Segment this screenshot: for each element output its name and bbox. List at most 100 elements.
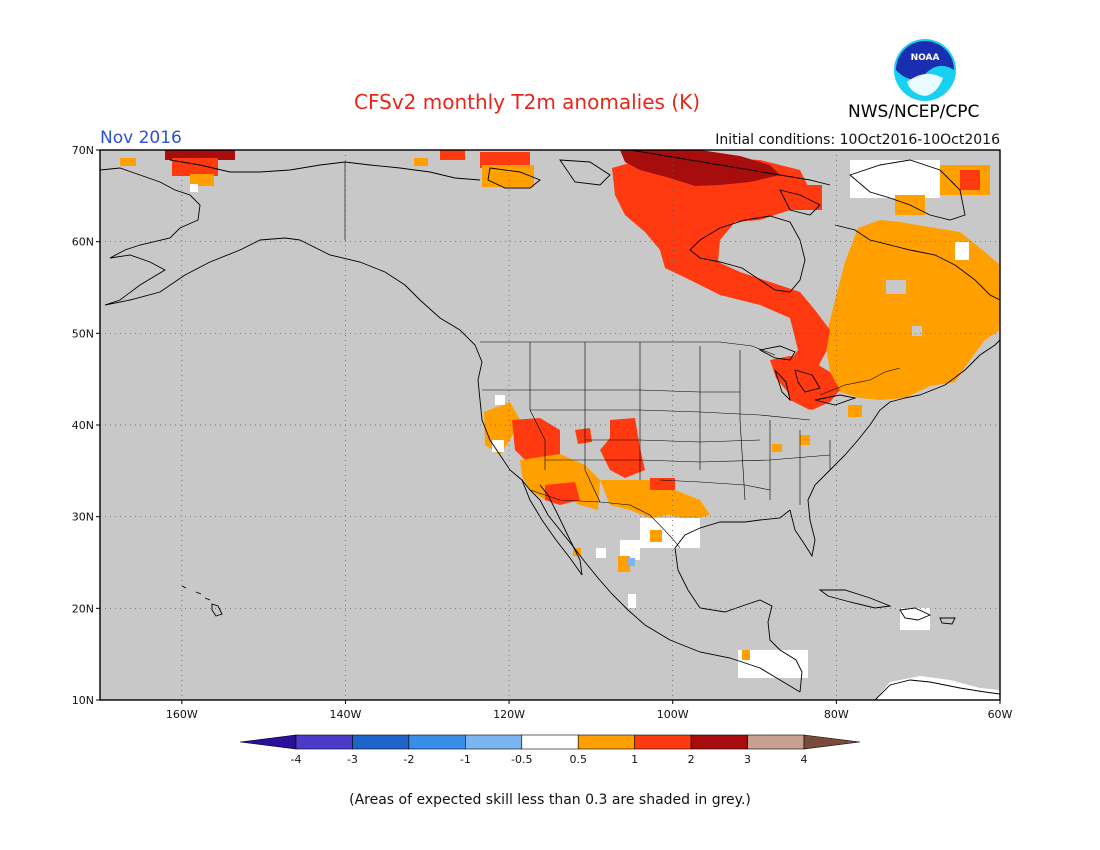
coastline (774, 369, 791, 402)
forecast-month: Nov 2016 (100, 128, 182, 148)
lat-label: 40N (72, 419, 94, 432)
anomaly-region (650, 478, 675, 490)
coastline (758, 345, 796, 361)
state-border (529, 342, 546, 470)
colorbar-label: -1 (460, 753, 471, 766)
lon-label: 140W (330, 708, 362, 721)
anomaly-region (850, 160, 940, 198)
lat-label: 20N (72, 602, 94, 615)
colorbar-box (295, 734, 353, 750)
coastline (849, 159, 966, 221)
state-border (585, 439, 761, 443)
state-border (739, 350, 746, 501)
anomaly-region (612, 158, 830, 410)
colorbar-box (352, 734, 410, 750)
anomaly-region (520, 454, 600, 510)
anomaly-region (440, 150, 465, 160)
state-border (584, 342, 601, 503)
anomaly-region (165, 150, 235, 160)
colorbar-label: -4 (291, 753, 302, 766)
coastline (874, 679, 1001, 701)
lat-label: 70N (72, 144, 94, 157)
anomaly-region (772, 444, 782, 452)
svg-text:NOAA: NOAA (911, 53, 940, 63)
coastline (487, 167, 541, 189)
colorbar-box (577, 734, 635, 750)
anomaly-region (480, 152, 530, 168)
anomaly-region (848, 405, 862, 417)
lon-label: 100W (657, 708, 689, 721)
colorbar-box (408, 734, 466, 750)
anomaly-region (955, 242, 969, 260)
political-borders (344, 162, 901, 549)
colorbar-label: -3 (347, 753, 358, 766)
anomaly-region (800, 435, 810, 445)
anomaly-region (782, 185, 822, 210)
coastline (521, 479, 583, 576)
lat-label: 10N (72, 694, 94, 707)
noaa-logo-icon: NOAA (894, 39, 956, 101)
lon-label: 80W (824, 708, 849, 721)
state-border (482, 389, 740, 393)
lon-label: 120W (493, 708, 525, 721)
coastline (629, 149, 831, 186)
colorbar-label: 3 (744, 753, 751, 766)
colorbar-low-arrow (239, 734, 297, 750)
lat-label: 30N (72, 511, 94, 524)
colorbar: -4 -3 -2 -1 -0.5 0.5 1 2 3 4 (239, 734, 861, 766)
lat-label: 50N (72, 327, 94, 340)
state-border (769, 420, 831, 505)
lat-label: 60N (72, 236, 94, 249)
colorbar-label: -0.5 (511, 753, 532, 766)
colorbar-box (521, 734, 579, 750)
country-border (480, 341, 776, 356)
anomaly-region (742, 650, 750, 660)
anomaly-region (825, 220, 1000, 400)
colorbar-box (634, 734, 692, 750)
colorbar-box (747, 734, 805, 750)
skill-note: (Areas of expected skill less than 0.3 a… (349, 792, 751, 808)
anomaly-region (190, 174, 214, 186)
anomaly-region (120, 158, 136, 166)
anomaly-region (600, 480, 710, 520)
anomaly-region (482, 165, 534, 187)
coastline (689, 215, 806, 293)
country-border (529, 489, 681, 549)
coastline (169, 159, 481, 181)
anomaly-region (575, 428, 592, 444)
anomaly-region (770, 356, 840, 410)
coastline (939, 617, 956, 625)
anomaly-region (650, 530, 662, 542)
anomaly-region (960, 170, 980, 190)
anomaly-region (600, 418, 645, 478)
anomaly-region (190, 184, 198, 192)
state-border (530, 409, 811, 421)
coastlines (99, 149, 1001, 701)
coastline (818, 589, 892, 609)
agency-label: NWS/NCEP/CPC (848, 102, 980, 122)
colorbar-label: 2 (688, 753, 695, 766)
colorbar-box (465, 734, 523, 750)
anomaly-region (886, 280, 906, 294)
map-title: CFSv2 monthly T2m anomalies (K) (354, 90, 700, 114)
anomaly-region (620, 540, 640, 560)
state-border (659, 479, 771, 491)
initial-conditions: Initial conditions: 10Oct2016-10Oct2016 (715, 132, 1000, 148)
colorbar-label: 1 (631, 753, 638, 766)
anomaly-region (640, 518, 700, 548)
gridlines (100, 150, 1000, 700)
colorbar-box (690, 734, 748, 750)
longitude-labels: 160W 140W 120W 100W 80W 60W (166, 700, 1013, 721)
colorbar-label: 0.5 (569, 753, 587, 766)
anomaly-region (900, 608, 930, 630)
anomaly-region (495, 395, 505, 405)
coastline (99, 167, 301, 306)
anomaly-region (172, 158, 218, 176)
anomaly-shading (120, 150, 1000, 700)
anomaly-region (627, 558, 635, 566)
anomaly-region (414, 158, 428, 166)
state-border (545, 454, 831, 463)
colorbar-high-arrow (803, 734, 861, 750)
coastline (789, 397, 906, 558)
